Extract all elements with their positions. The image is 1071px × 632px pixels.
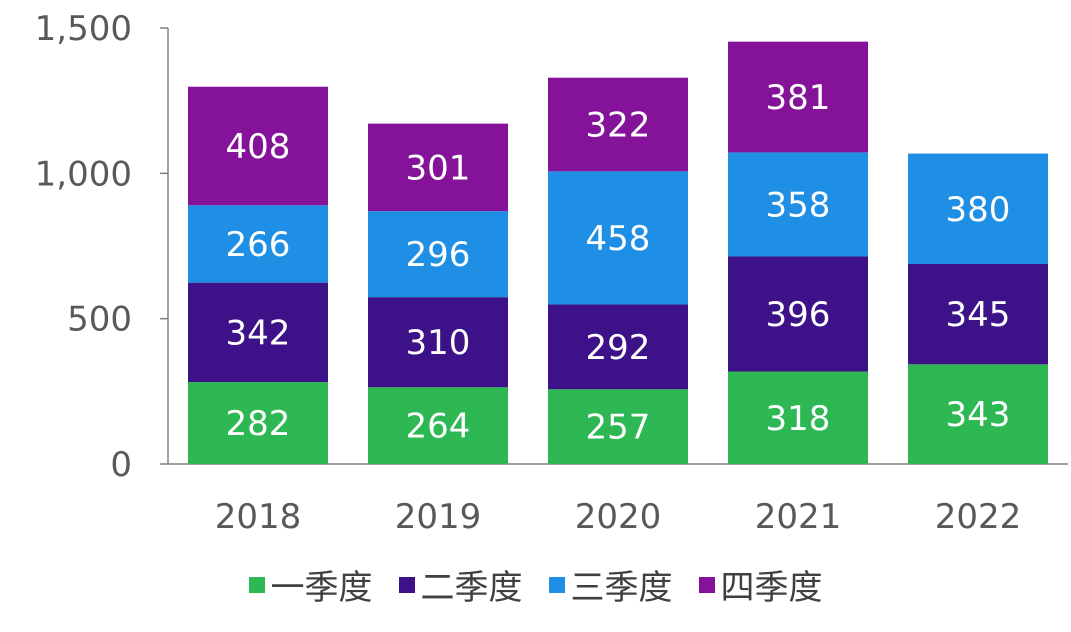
bar-segment — [188, 205, 328, 283]
stacked-bar-chart: 0 500 1,000 1,500 282 342 266 408 2018 264 310 296 3… — [35, 9, 1068, 537]
data-label: 396 — [766, 295, 831, 335]
legend-swatch — [698, 576, 715, 593]
bar-segment — [368, 387, 508, 464]
data-label: 408 — [226, 127, 291, 167]
legend-swatch — [548, 576, 565, 593]
data-label: 292 — [586, 328, 651, 368]
data-label: 345 — [946, 295, 1011, 335]
data-label: 381 — [766, 78, 831, 118]
x-tick-label: 2021 — [755, 497, 842, 537]
legend-item: 一季度 — [248, 560, 373, 609]
legend: 一季度 二季度 三季度 四季度 — [0, 560, 1071, 609]
bar-segment — [728, 41, 868, 153]
data-label: 296 — [406, 235, 471, 275]
bar-segment — [908, 264, 1048, 365]
data-label: 310 — [406, 323, 471, 363]
data-label: 257 — [586, 408, 651, 448]
data-label: 301 — [406, 148, 471, 188]
bar-segment — [368, 297, 508, 388]
legend-swatch — [398, 576, 415, 593]
y-tick-label: 0 — [110, 445, 132, 485]
bar-segment — [548, 171, 688, 305]
data-label: 380 — [946, 190, 1011, 230]
y-tick-label: 1,000 — [35, 154, 132, 194]
x-tick-label: 2022 — [935, 497, 1022, 537]
legend-label: 四季度 — [720, 568, 823, 608]
x-tick-label: 2019 — [395, 497, 482, 537]
data-label: 318 — [766, 399, 831, 439]
legend-label: 三季度 — [570, 568, 673, 608]
data-label: 358 — [766, 185, 831, 225]
bar-segment — [728, 371, 868, 464]
data-label: 342 — [226, 313, 291, 353]
legend-item: 三季度 — [548, 560, 673, 609]
bar-segment — [368, 211, 508, 298]
y-tick-label: 1,500 — [35, 9, 132, 49]
bar-segment — [908, 153, 1048, 265]
data-label: 266 — [226, 225, 291, 265]
bar-segment — [548, 389, 688, 464]
legend-label: 二季度 — [420, 568, 523, 608]
bar-segment — [908, 364, 1048, 464]
legend-item: 二季度 — [398, 560, 523, 609]
bar-segment — [728, 256, 868, 372]
data-label: 264 — [406, 407, 471, 447]
legend-label: 一季度 — [270, 568, 373, 608]
data-label: 458 — [586, 219, 651, 259]
bar-segment — [188, 282, 328, 383]
bar-segment — [188, 86, 328, 206]
y-tick-label: 500 — [67, 300, 132, 340]
legend-item: 四季度 — [698, 560, 823, 609]
bar-segment — [188, 382, 328, 464]
x-tick-label: 2020 — [575, 497, 662, 537]
bar-segment — [368, 123, 508, 212]
bar-segment — [548, 77, 688, 172]
data-label: 322 — [586, 106, 651, 146]
bar-segment — [728, 152, 868, 257]
data-label: 282 — [226, 404, 291, 444]
data-label: 343 — [946, 395, 1011, 435]
legend-swatch — [248, 576, 265, 593]
bar-segment — [548, 304, 688, 390]
x-tick-label: 2018 — [215, 497, 302, 537]
